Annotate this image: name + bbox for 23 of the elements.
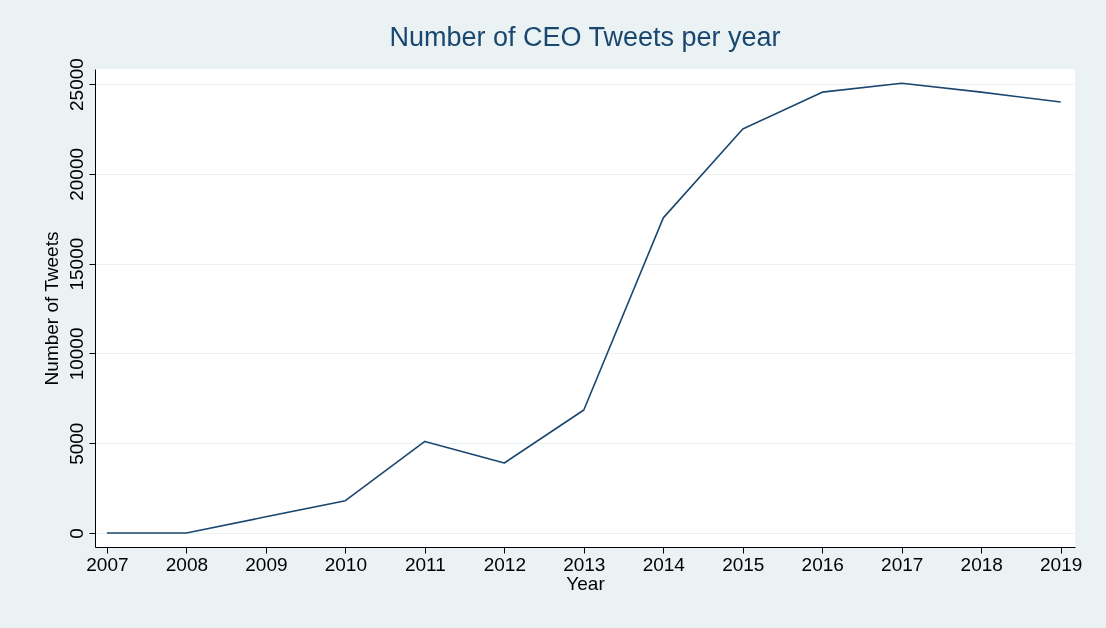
x-tick-label: 2016 <box>801 553 844 575</box>
line-series <box>106 82 1062 534</box>
x-tick-label: 2009 <box>245 553 288 575</box>
x-tick-label: 2011 <box>404 553 446 575</box>
x-tick-label: 2010 <box>324 553 368 575</box>
x-tick-label: 2008 <box>165 553 209 575</box>
x-tick-label: 2018 <box>960 553 1003 575</box>
y-tick-label: 25000 <box>65 58 87 112</box>
x-tick-label: 2014 <box>642 553 686 575</box>
y-tick-label: 15000 <box>65 237 87 291</box>
x-tick-label: 2013 <box>563 553 606 575</box>
x-axis-title: Year <box>566 572 606 594</box>
x-tick-label: 2007 <box>86 553 129 575</box>
x-tick-label: 2012 <box>483 553 526 575</box>
y-tick-label: 10000 <box>65 327 87 381</box>
x-tick-label: 2017 <box>881 553 924 575</box>
y-tick-label: 5000 <box>65 422 87 465</box>
x-tick-label: 2015 <box>722 553 765 575</box>
chart-title: Number of CEO Tweets per year <box>389 21 781 52</box>
x-tick-label: 2019 <box>1040 553 1083 575</box>
y-tick-label: 0 <box>65 528 87 539</box>
y-axis-title: Number of Tweets <box>40 231 62 386</box>
y-tick-label: 20000 <box>65 147 87 201</box>
